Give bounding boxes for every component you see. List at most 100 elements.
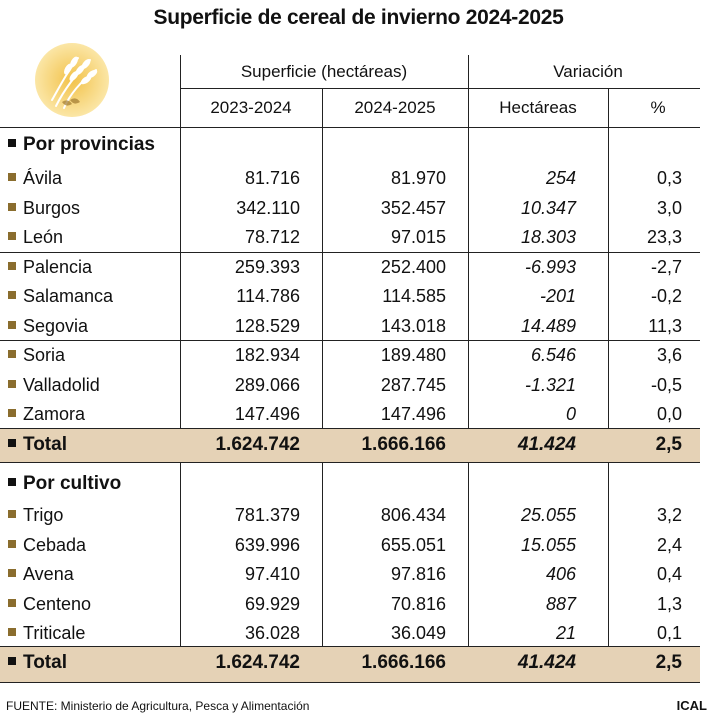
table-row: Avena 97.410 97.816 406 0,4 — [0, 561, 700, 590]
cell-2024-2025: 655.051 — [380, 534, 446, 555]
cell-hectareas: 254 — [545, 168, 576, 188]
section-por-provincias: Por provincias — [8, 134, 155, 156]
table-row: Burgos 342.110 352.457 10.347 3,0 — [0, 195, 700, 224]
cell-hectareas: 41.424 — [517, 652, 576, 673]
col-2024-2025-header: 2024-2025 — [354, 98, 436, 117]
cell-hectareas: -6.993 — [524, 256, 576, 277]
row-name: Burgos — [23, 197, 81, 218]
cell-hectareas: -1.321 — [524, 374, 576, 395]
cell-2024-2025: 114.585 — [382, 286, 446, 306]
table-row: Zamora 147.496 147.496 0 0,0 — [0, 401, 700, 430]
row-name: Zamora — [23, 404, 86, 424]
cell-hectareas: 0 — [565, 404, 576, 424]
row-name: Total — [23, 652, 67, 673]
cell-percent: 0,4 — [656, 564, 682, 584]
row-name: Triticale — [23, 623, 86, 643]
row-name: Cebada — [23, 534, 87, 555]
cell-2023-2024: 639.996 — [234, 534, 300, 555]
table-row: Valladolid 289.066 287.745 -1.321 -0,5 — [0, 372, 700, 401]
cell-2023-2024: 69.929 — [244, 593, 300, 614]
table-row: Palencia 259.393 252.400 -6.993 -2,7 — [0, 254, 700, 283]
cell-percent: 0,1 — [656, 623, 682, 643]
row-name: León — [23, 227, 64, 247]
cell-percent: 3,6 — [656, 345, 682, 365]
table-row: Salamanca 114.786 114.585 -201 -0,2 — [0, 283, 700, 312]
bullet-icon — [8, 291, 16, 299]
cell-2024-2025: 97.015 — [390, 227, 446, 247]
bullet-icon — [8, 261, 16, 270]
cell-2023-2024: 182.934 — [234, 345, 300, 365]
table-row: León 78.712 97.015 18.303 23,3 — [0, 224, 700, 253]
bullet-icon — [8, 409, 16, 417]
bullet-icon — [8, 628, 16, 636]
cell-2024-2025: 806.434 — [380, 505, 446, 525]
cell-percent: 3,2 — [656, 505, 682, 525]
table-row: Centeno 69.929 70.816 887 1,3 — [0, 591, 700, 620]
bullet-icon — [8, 598, 16, 607]
bullet-icon — [8, 439, 16, 447]
bullet-icon — [8, 478, 16, 486]
cell-2023-2024: 128.529 — [234, 315, 300, 336]
variacion-header: Variación — [553, 62, 623, 81]
brand-logo: ICAL — [676, 698, 707, 713]
table-row: Cebada 639.996 655.051 15.055 2,4 — [0, 532, 700, 561]
cell-hectareas: 6.546 — [530, 345, 576, 365]
cell-hectareas: 41.424 — [517, 434, 576, 455]
cell-hectareas: 14.489 — [520, 315, 576, 336]
page-title: Superficie de cereal de invierno 2024-20… — [153, 6, 564, 29]
col-2023-2024-header: 2023-2024 — [210, 98, 292, 117]
bullet-icon — [8, 539, 16, 548]
row-name: Trigo — [23, 505, 64, 525]
cell-2024-2025: 287.745 — [380, 374, 446, 395]
bullet-icon — [8, 320, 16, 329]
cell-2024-2025: 1.666.166 — [361, 652, 446, 673]
source-footer: FUENTE: Ministerio de Agricultura, Pesca… — [6, 699, 310, 713]
cell-percent: 1,3 — [656, 593, 682, 614]
bullet-icon — [8, 173, 16, 181]
cell-2024-2025: 36.049 — [390, 623, 446, 643]
cell-hectareas: 887 — [545, 593, 576, 614]
bullet-icon — [8, 379, 16, 388]
cell-percent: 23,3 — [646, 227, 682, 247]
cell-2024-2025: 81.970 — [390, 168, 446, 188]
total-cultivos-row: Total 1.624.742 1.666.166 41.424 2,5 — [0, 646, 700, 683]
total-provincias-row: Total 1.624.742 1.666.166 41.424 2,5 — [0, 428, 700, 463]
cell-2023-2024: 289.066 — [234, 374, 300, 395]
bullet-icon — [8, 139, 16, 147]
row-name: Total — [23, 434, 67, 455]
bullet-icon — [8, 202, 16, 211]
table-row: Ávila 81.716 81.970 254 0,3 — [0, 165, 700, 194]
table-row: Triticale 36.028 36.049 21 0,1 — [0, 620, 700, 649]
cell-hectareas: -201 — [539, 286, 576, 306]
cell-2023-2024: 342.110 — [236, 197, 300, 218]
cell-percent: -2,7 — [650, 256, 682, 277]
section-por-cultivo: Por cultivo — [8, 473, 121, 495]
cell-hectareas: 25.055 — [520, 505, 576, 525]
cell-2023-2024: 1.624.742 — [215, 652, 300, 673]
cell-2023-2024: 147.496 — [234, 404, 300, 424]
cell-percent: 0,0 — [656, 404, 682, 424]
cell-2024-2025: 189.480 — [380, 345, 446, 365]
bullet-icon — [8, 232, 16, 240]
cell-2023-2024: 259.393 — [234, 256, 300, 277]
row-name: Salamanca — [23, 286, 114, 306]
cell-percent: 2,5 — [655, 652, 682, 673]
cell-2023-2024: 1.624.742 — [215, 434, 300, 455]
col-hectareas-header: Hectáreas — [499, 98, 577, 117]
cell-percent: 3,0 — [656, 197, 682, 218]
wheat-icon — [35, 43, 109, 117]
cell-percent: -0,2 — [650, 286, 682, 306]
col-percent-header: % — [650, 98, 666, 117]
cell-2023-2024: 114.786 — [236, 286, 300, 306]
bullet-icon — [8, 350, 16, 358]
cell-2024-2025: 147.496 — [380, 404, 446, 424]
bullet-icon — [8, 657, 16, 665]
cell-2023-2024: 78.712 — [244, 227, 300, 247]
cell-percent: 2,5 — [655, 434, 682, 455]
cell-hectareas: 15.055 — [520, 534, 576, 555]
row-name: Ávila — [23, 168, 63, 188]
cell-2024-2025: 97.816 — [390, 564, 446, 584]
row-name: Centeno — [23, 593, 92, 614]
cell-hectareas: 18.303 — [520, 227, 576, 247]
table-row: Soria 182.934 189.480 6.546 3,6 — [0, 342, 700, 371]
